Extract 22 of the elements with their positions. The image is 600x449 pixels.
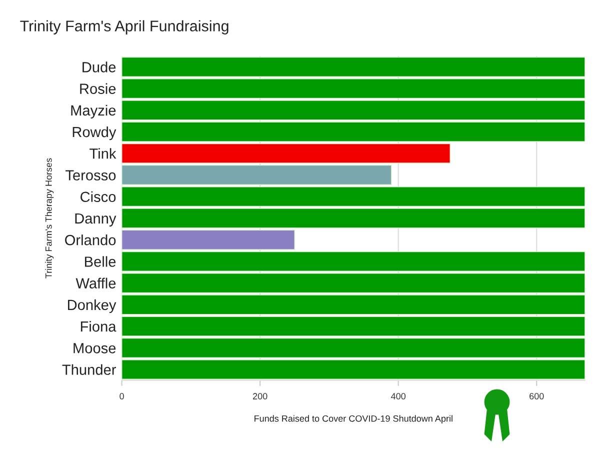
y-tick-label: Danny: [75, 213, 116, 227]
x-tick-label: 200: [252, 393, 268, 400]
x-tick-label: 600: [530, 393, 544, 400]
chart-title: Trinity Farm's April Fundraising: [20, 20, 228, 34]
y-tick-label: Rosie: [80, 83, 116, 94]
y-tick-label: Cisco: [80, 191, 116, 202]
y-tick-label: Dude: [82, 62, 116, 72]
y-tick-label: Fiona: [80, 320, 116, 332]
y-tick-label: Donkey: [68, 299, 116, 313]
x-tick-label: 400: [391, 393, 406, 400]
y-axis-title: Trinity Farm's Therapy Horses: [45, 158, 54, 278]
y-tick-label: Thunder: [62, 364, 116, 375]
x-tick-label: 0: [120, 393, 124, 400]
y-tick-label: Moose: [74, 343, 116, 354]
y-tick-label: Tink: [90, 148, 116, 159]
y-tick-label: Orlando: [65, 234, 116, 246]
y-tick-label: Rowdy: [72, 126, 116, 140]
y-tick-label: Terosso: [66, 170, 116, 180]
x-axis-title: Funds Raised to Cover COVID-19 Shutdown April: [254, 415, 452, 424]
y-tick-label: Mayzie: [71, 104, 116, 118]
y-tick-label: Belle: [85, 256, 116, 267]
y-tick-label: Waffle: [76, 278, 116, 288]
